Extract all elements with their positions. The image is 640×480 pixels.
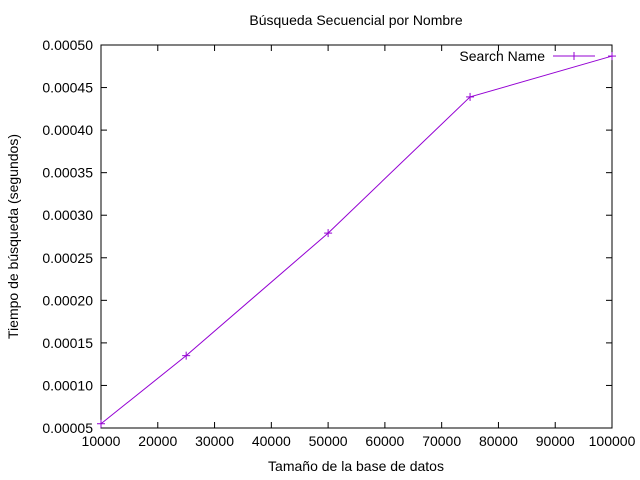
x-tick-label: 20000 [138,433,177,449]
chart-title: Búsqueda Secuencial por Nombre [249,12,462,28]
legend: Search Name [459,48,595,64]
y-tick-label: 0.00035 [42,165,93,181]
legend-label: Search Name [459,48,545,64]
y-tick-label: 0.00025 [42,250,93,266]
legend-marker [570,52,578,60]
y-axis: 0.00005 0.00010 0.00015 0.00020 0.00025 0.000… [42,37,612,436]
x-tick-label: 90000 [536,433,575,449]
x-tick-label: 30000 [195,433,234,449]
y-tick-label: 0.00015 [42,335,93,351]
data-point-marker [182,351,191,360]
data-point-marker [608,52,616,61]
y-tick-label: 0.00050 [42,37,93,53]
plot-area [100,44,613,429]
x-tick-label: 70000 [422,433,461,449]
data-point-marker [324,229,333,238]
y-axis-title: Tiempo de búsqueda (segundos) [5,134,21,339]
x-tick-label: 50000 [309,433,348,449]
x-tick-label: 80000 [479,433,518,449]
x-axis-title: Tamaño de la base de datos [268,458,444,474]
y-tick-label: 0.00045 [42,80,93,96]
x-tick-label: 40000 [252,433,291,449]
series-line [100,55,613,425]
y-tick-label: 0.00020 [42,292,93,308]
y-tick-label: 0.00040 [42,122,93,138]
series-layer [97,52,616,428]
plot-frame [100,44,613,429]
y-tick-label: 0.00030 [42,207,93,223]
x-tick-label: 60000 [365,433,404,449]
data-point-marker [466,92,475,101]
y-tick-label: 0.00005 [42,420,93,436]
x-tick-label: 10000 [82,433,121,449]
x-axis: 10000 20000 30000 40000 50000 60000 70000 80000… [82,45,636,449]
y-tick-label: 0.00010 [42,377,93,393]
data-point-marker [97,419,105,428]
x-tick-label: 100000 [589,433,636,449]
